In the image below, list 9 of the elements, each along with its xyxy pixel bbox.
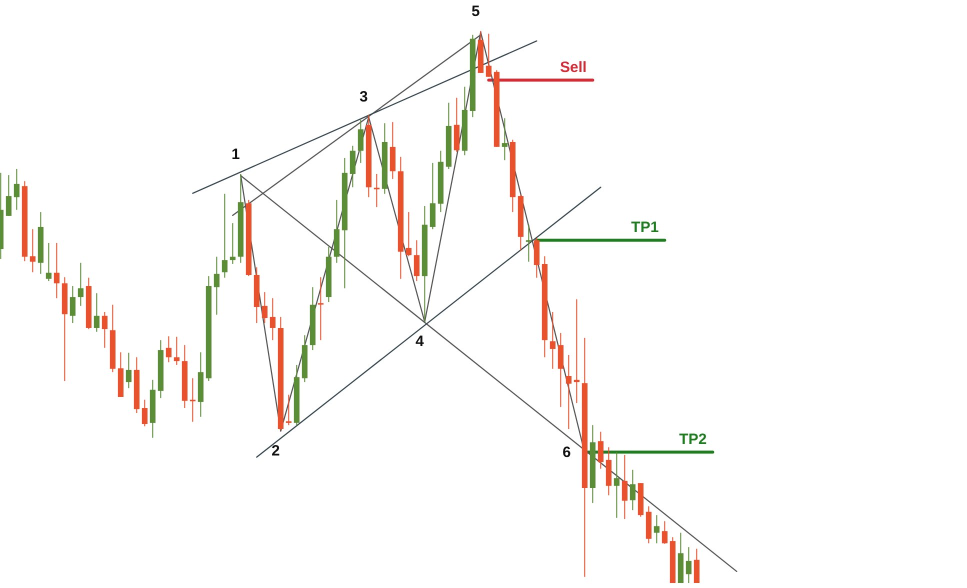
annotation: 2 [272,442,280,460]
annotation: 1 [232,146,240,164]
annotation: 4 [416,333,425,350]
text: 5 [472,3,480,20]
series-label: TP2 [679,430,707,448]
annotation: 6 [562,444,571,461]
series-label: TP1 [631,218,659,236]
series-label: Sell [560,58,587,76]
annotation: 3 [360,88,368,106]
